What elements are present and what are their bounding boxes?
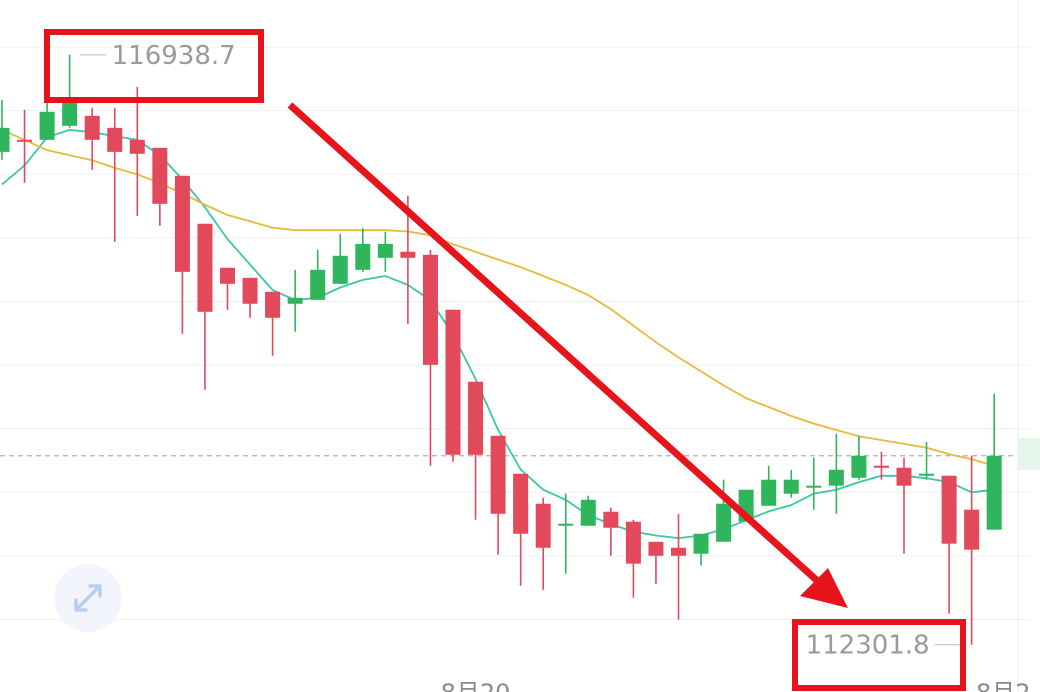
candle-body (806, 485, 822, 488)
candle-body (671, 547, 686, 556)
candle-body (242, 277, 258, 304)
candle-body (625, 521, 641, 564)
highlight-box-high (44, 29, 264, 103)
candle-body (964, 509, 980, 550)
candle-body (919, 473, 935, 476)
x-tick-label: 8月2 (976, 679, 1031, 692)
candle-body (84, 115, 100, 140)
candle-body (648, 541, 664, 556)
grid (0, 46, 1040, 620)
candle-body (896, 467, 912, 486)
expand-button[interactable] (54, 564, 122, 632)
candle-body (603, 511, 619, 528)
candle-body (355, 243, 371, 270)
candle-body (693, 533, 709, 554)
candle-body (445, 309, 461, 455)
low-label: 112301.8 (806, 631, 930, 661)
candle-body (851, 455, 867, 478)
candle-body (468, 381, 484, 455)
candle-body (197, 223, 213, 312)
candle-body (310, 269, 326, 300)
candles (0, 54, 1002, 645)
high-label: 116938.7 (112, 41, 236, 71)
candle-body (580, 499, 596, 526)
highlight-box-low (792, 619, 966, 691)
candle-body (941, 475, 957, 544)
candle-body (716, 503, 732, 542)
candle-body (0, 127, 10, 152)
candle-body (986, 455, 1002, 530)
candle-body (535, 503, 551, 548)
price-tag (1018, 438, 1040, 470)
trend-arrow (287, 102, 825, 588)
x-tick-label: 8月20 (441, 679, 511, 692)
trend-arrow-head (800, 568, 848, 608)
candle-body (265, 291, 281, 318)
candle-body (17, 139, 33, 142)
candle-body (783, 479, 799, 494)
candle-body (62, 101, 78, 126)
candle-body (873, 465, 889, 468)
candle-body (377, 243, 393, 258)
candle-body (39, 111, 55, 140)
candle-body (287, 297, 303, 304)
candle-body (152, 147, 168, 204)
candle-body (129, 139, 145, 154)
candle-body (400, 251, 416, 258)
candle-body (513, 473, 529, 534)
candle-body (490, 435, 506, 514)
expand-icon[interactable] (74, 584, 102, 612)
labels: 116938.7 112301.8 8月20 8月2 (79, 41, 1031, 692)
candle-body (107, 127, 123, 152)
candle-body (558, 523, 574, 526)
candle-body (761, 479, 777, 506)
candle-body (174, 175, 190, 272)
candle-body (422, 254, 438, 365)
candle-body (220, 267, 235, 284)
ma-line (1, 128, 995, 467)
candle-body (332, 255, 348, 284)
candle-body (828, 469, 844, 486)
